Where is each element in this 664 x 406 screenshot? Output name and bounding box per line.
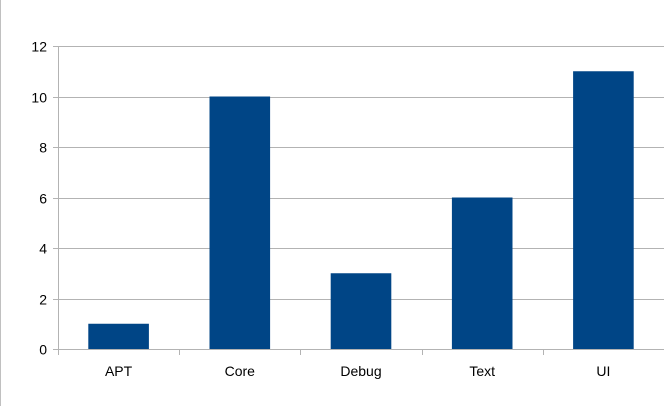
- bar-apt: [88, 323, 149, 349]
- axes: [53, 46, 664, 355]
- x-tick-label-ui: UI: [596, 363, 610, 379]
- y-tick-labels: 0 2 4 6 8 10 12: [31, 39, 47, 358]
- y-tick-label: 8: [39, 140, 47, 156]
- x-tick-label-core: Core: [225, 363, 256, 379]
- bar-text: [451, 197, 513, 349]
- x-tick-label-text: Text: [469, 363, 495, 379]
- y-tick-label: 0: [39, 342, 47, 358]
- x-tick-label-debug: Debug: [340, 363, 381, 379]
- bar-debug: [330, 273, 392, 349]
- y-tick-label: 2: [39, 292, 47, 308]
- y-tick-label: 12: [31, 39, 47, 55]
- bar-ui: [573, 71, 634, 349]
- bar-core: [209, 96, 271, 349]
- bars: [88, 71, 634, 349]
- y-tick-label: 10: [31, 90, 47, 106]
- y-tick-label: 4: [39, 241, 47, 257]
- gridlines: [58, 46, 664, 300]
- y-tick-label: 6: [39, 191, 47, 207]
- x-tick-labels: APT Core Debug Text UI: [105, 363, 610, 379]
- x-tick-label-apt: APT: [105, 363, 133, 379]
